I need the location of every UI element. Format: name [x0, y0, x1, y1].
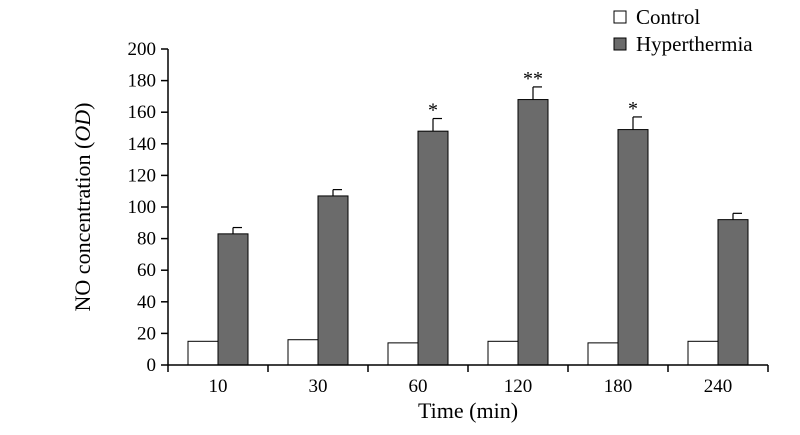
bar-control-10 — [187, 340, 219, 366]
significance-mark-60: * — [428, 100, 438, 122]
x-axis-ticks: 10 30 60 120 180 240 — [167, 365, 769, 397]
bar-control-240 — [687, 340, 719, 366]
y-tick-label: 20 — [137, 323, 156, 344]
x-tick-label: 30 — [309, 376, 328, 397]
significance-annotations: **** — [428, 68, 638, 122]
y-tick-label: 120 — [128, 165, 157, 186]
bars — [187, 99, 749, 366]
bar-control-30 — [287, 339, 319, 366]
y-tick-label: 140 — [128, 134, 157, 155]
bar-control-60 — [387, 342, 419, 366]
y-tick-label: 80 — [137, 229, 156, 250]
legend: Control Hyperthermia — [613, 5, 753, 56]
y-axis-title: NO concentration (OD) — [70, 103, 95, 312]
x-tick-label: 180 — [604, 376, 633, 397]
significance-mark-120: ** — [523, 68, 543, 90]
y-tick-label: 200 — [128, 39, 157, 60]
legend-label-control: Control — [636, 5, 700, 29]
y-tick-label: 180 — [128, 71, 157, 92]
y-tick-label: 160 — [128, 102, 157, 123]
x-tick-label: 10 — [209, 376, 228, 397]
bar-hyperthermia-120 — [517, 99, 549, 366]
bar-control-180 — [587, 342, 619, 366]
bar-hyperthermia-180 — [617, 129, 649, 366]
y-tick-label: 100 — [128, 197, 157, 218]
y-tick-label: 0 — [147, 355, 157, 376]
legend-label-hyperthermia: Hyperthermia — [636, 32, 753, 56]
x-tick-label: 120 — [504, 376, 533, 397]
legend-swatch-hyperthermia — [613, 37, 627, 51]
bar-hyperthermia-10 — [217, 233, 249, 366]
bar-hyperthermia-240 — [717, 219, 749, 366]
legend-swatch-control — [613, 10, 627, 24]
significance-mark-180: * — [628, 98, 638, 120]
bar-hyperthermia-30 — [317, 195, 349, 366]
error-bars — [232, 86, 742, 234]
y-tick-label: 40 — [137, 292, 156, 313]
bar-hyperthermia-60 — [417, 130, 449, 366]
y-tick-label: 60 — [137, 260, 156, 281]
x-tick-label: 60 — [409, 376, 428, 397]
x-axis-title: Time (min) — [418, 398, 518, 423]
bar-control-120 — [487, 340, 519, 366]
x-tick-label: 240 — [704, 376, 733, 397]
y-axis-ticks: 0 20 40 60 80 100 120 140 160 180 200 — [128, 39, 168, 376]
